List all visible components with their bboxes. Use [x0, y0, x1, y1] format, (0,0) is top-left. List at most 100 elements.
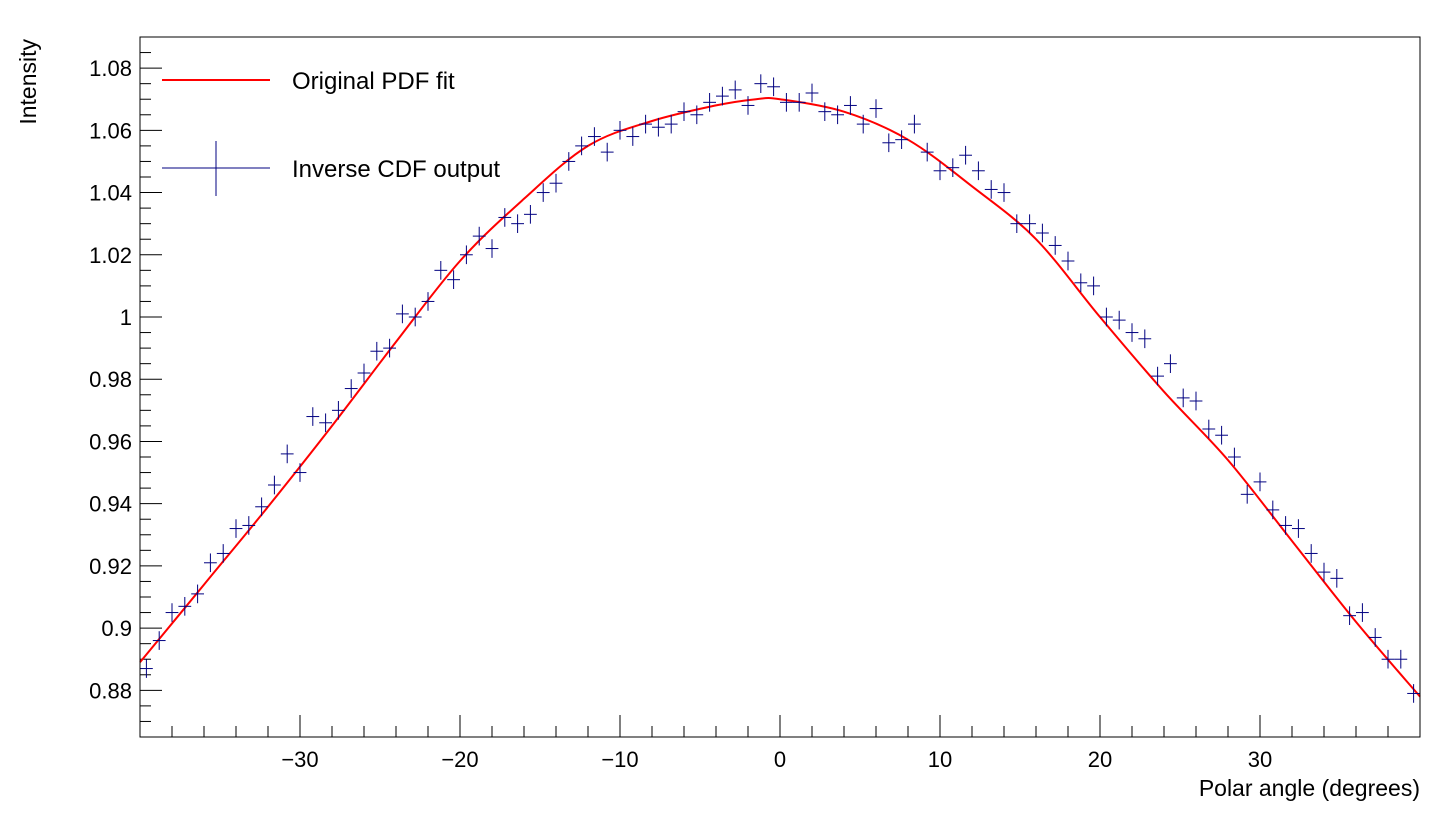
legend-fit-label: Original PDF fit — [292, 68, 455, 95]
fit-curve — [139, 97, 1421, 698]
data-point — [869, 99, 883, 118]
data-point — [1381, 649, 1395, 669]
y-tick-label: 0.92 — [89, 554, 132, 579]
data-series — [140, 74, 1420, 703]
y-tick-label: 1.04 — [89, 181, 132, 206]
data-point — [780, 93, 793, 112]
data-point — [1125, 323, 1139, 342]
data-point — [408, 307, 422, 327]
x-tick-label: 30 — [1248, 747, 1272, 772]
data-point — [818, 102, 832, 121]
data-point — [152, 631, 166, 650]
x-tick-label: −30 — [281, 747, 318, 772]
data-point — [280, 444, 294, 464]
x-tick-label: 20 — [1088, 747, 1112, 772]
y-tick-label: 0.94 — [89, 492, 132, 517]
data-point — [767, 77, 780, 97]
data-point — [575, 136, 588, 156]
data-point — [1266, 500, 1280, 520]
data-point — [1228, 447, 1241, 467]
data-point — [1368, 628, 1382, 647]
legend: Original PDF fit Inverse CDF output — [162, 68, 500, 196]
data-point — [1112, 310, 1126, 330]
data-point — [1100, 307, 1113, 327]
data-point — [588, 127, 601, 146]
data-point — [293, 463, 307, 482]
data-point — [1317, 562, 1331, 582]
data-point — [1292, 519, 1305, 538]
data-point — [536, 183, 550, 202]
data-point — [908, 114, 921, 134]
x-tick-label: −20 — [441, 747, 478, 772]
data-point — [754, 74, 768, 93]
data-point — [1010, 214, 1024, 233]
data-point — [741, 96, 755, 115]
data-point — [1087, 276, 1100, 296]
y-tick-label: 0.96 — [89, 429, 132, 454]
data-point — [255, 497, 268, 517]
y-tick-label: 1.08 — [89, 56, 132, 81]
y-tick-label: 1.02 — [89, 243, 132, 268]
data-point — [652, 117, 665, 137]
data-point — [165, 603, 179, 622]
data-point — [524, 205, 537, 224]
y-tick-label: 0.98 — [89, 367, 132, 392]
tick-labels: −30 −20 −10 0 10 20 30 0.88 0.9 0.92 0.94 0.96 0.98 1… — [89, 56, 1272, 772]
data-point — [716, 86, 729, 106]
x-axis-label: Polar angle (degrees) — [1199, 775, 1420, 801]
data-point — [600, 142, 614, 162]
data-point — [856, 114, 870, 134]
data-point — [178, 597, 192, 616]
data-point — [690, 105, 704, 125]
data-point — [306, 407, 320, 426]
data-point — [613, 121, 627, 140]
data-point — [1138, 329, 1152, 349]
data-point — [1330, 569, 1344, 588]
data-point — [664, 114, 678, 134]
data-point — [1304, 544, 1318, 563]
plot-frame — [139, 36, 1421, 738]
data-point — [626, 127, 640, 146]
data-point — [1343, 606, 1356, 625]
data-point — [1356, 603, 1369, 622]
data-point — [191, 584, 204, 604]
data-point — [933, 161, 947, 181]
data-point — [472, 226, 486, 246]
data-point — [434, 261, 448, 280]
legend-points-label: Inverse CDF output — [292, 156, 500, 183]
data-point — [997, 183, 1011, 202]
data-point — [1279, 516, 1292, 535]
data-point — [549, 173, 563, 193]
data-point — [1023, 214, 1036, 233]
data-point — [1215, 425, 1228, 445]
data-point — [844, 96, 857, 115]
data-point — [447, 270, 460, 289]
data-point — [498, 208, 512, 227]
data-point — [216, 544, 230, 563]
data-point — [639, 114, 652, 134]
data-point — [946, 158, 960, 177]
y-tick-label: 0.88 — [89, 678, 132, 703]
data-point — [1407, 684, 1420, 703]
data-point — [344, 379, 358, 398]
data-point — [460, 245, 473, 265]
data-point — [831, 105, 844, 125]
data-point — [268, 475, 281, 495]
data-point — [972, 161, 985, 181]
y-axis-label: Intensity — [15, 39, 41, 125]
data-point — [140, 659, 153, 678]
data-point — [332, 401, 345, 420]
data-point — [242, 516, 256, 535]
data-point — [1074, 273, 1088, 293]
data-point — [677, 102, 691, 121]
data-point — [882, 133, 896, 153]
data-point — [703, 93, 716, 112]
data-point — [895, 130, 908, 149]
y-tick-label: 1 — [120, 305, 132, 330]
data-point — [920, 142, 934, 162]
fit-series — [139, 97, 1421, 698]
x-tick-label: 10 — [928, 747, 952, 772]
x-tick-label: 0 — [774, 747, 786, 772]
data-point — [1048, 236, 1062, 255]
data-point — [229, 519, 243, 538]
